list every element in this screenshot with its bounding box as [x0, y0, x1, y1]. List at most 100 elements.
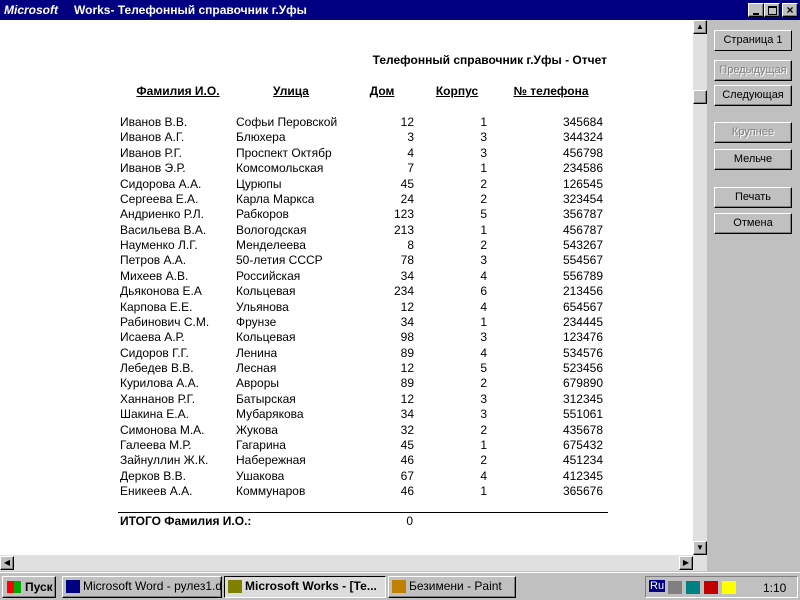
table-cell: Иванов А.Г.	[120, 130, 185, 145]
table-cell: 551061	[562, 407, 603, 422]
table-cell: 5	[480, 207, 487, 222]
table-cell: 32	[400, 422, 414, 437]
table-cell: 654567	[562, 299, 603, 314]
table-cell: 6	[480, 284, 487, 299]
button[interactable]: Следующая	[714, 85, 792, 106]
table-cell: 234586	[562, 161, 603, 176]
scroll-right[interactable]: ▶	[679, 556, 693, 570]
table-cell: Кольцевая	[236, 330, 296, 345]
table-cell: 234	[393, 284, 414, 299]
start-button[interactable]: Пуск	[2, 576, 56, 598]
window-title: Works- Телефонный справочник г.Уфы	[74, 3, 307, 17]
table-cell: 3	[407, 130, 414, 145]
title-bar: Microsoft Works- Телефонный справочник г…	[0, 0, 800, 20]
table-cell: 1	[480, 115, 487, 129]
table-cell: 451234	[562, 453, 603, 468]
vertical-scrollbar[interactable]: ▲ ▼	[693, 20, 707, 555]
table-cell: Иванов Р.Г.	[120, 145, 182, 160]
column-header: Корпус	[435, 84, 479, 98]
table-cell: Иванов В.В.	[120, 115, 188, 129]
horizontal-scrollbar[interactable]: ◀ ▶	[0, 555, 707, 571]
taskbar-task[interactable]: Безимени - Paint	[388, 576, 516, 598]
table-cell: 3	[480, 330, 487, 345]
tray-icon[interactable]	[668, 581, 682, 594]
tray-icon[interactable]	[722, 581, 736, 594]
column-header: Дом	[369, 84, 395, 98]
table-cell: Ульянова	[236, 299, 289, 314]
table-cell: 675432	[562, 437, 603, 452]
table-cell: Сергеева Е.А.	[120, 191, 199, 206]
table-cell: Еникеев А.А.	[120, 484, 193, 498]
minimize-button[interactable]	[748, 3, 764, 17]
taskbar-task[interactable]: Microsoft Works - [Те...	[224, 576, 386, 598]
close-button[interactable]: ×	[782, 3, 798, 17]
table-cell: 4	[407, 145, 414, 160]
table-cell: 3	[480, 407, 487, 422]
table-cell: Васильева В.А.	[120, 222, 207, 237]
table-cell: 1	[480, 222, 487, 237]
table-cell: Менделеева	[236, 238, 306, 252]
table-cell: 2	[480, 453, 487, 468]
table-cell: Дерков В.В.	[120, 468, 186, 483]
table-cell: 3	[480, 130, 487, 145]
table-cell: 126545	[562, 176, 603, 191]
table-cell: 679890	[562, 376, 603, 391]
language-indicator[interactable]: Ru	[649, 580, 666, 592]
table-cell: 2	[480, 176, 487, 191]
button: Крупнее	[714, 122, 792, 143]
scroll-left[interactable]: ◀	[0, 556, 14, 570]
table-cell: 3	[480, 253, 487, 268]
restore-button[interactable]	[764, 3, 780, 17]
table-cell: 12	[400, 299, 414, 314]
button[interactable]: Мельче	[714, 149, 792, 170]
table-cell: Науменко Л.Г.	[120, 238, 198, 252]
windows-logo	[7, 581, 21, 593]
scroll-down[interactable]: ▼	[693, 541, 707, 555]
report-title: Телефонный справочник г.Уфы - Отчет	[372, 53, 607, 67]
task-icon	[66, 580, 80, 593]
table-cell: Проспект Октябр	[236, 145, 332, 160]
scroll-thumb[interactable]	[693, 90, 707, 104]
table-cell: 4	[480, 268, 487, 283]
table-cell: 356787	[562, 207, 603, 222]
table-cell: 323454	[562, 191, 603, 206]
table-cell: Рабинович С.М.	[120, 314, 210, 329]
table-cell: 46	[400, 484, 414, 498]
table-cell: Лебедев В.В.	[120, 361, 194, 375]
table-cell: 3	[480, 391, 487, 406]
task-label: Microsoft Works - [Те...	[245, 579, 377, 593]
column-header: Фамилия И.О.	[136, 84, 220, 98]
table-cell: 523456	[562, 361, 603, 375]
table-cell: Вологодская	[236, 222, 307, 237]
table-cell: Авроры	[236, 376, 280, 391]
table-cell: Ушакова	[236, 468, 285, 483]
button[interactable]: Отмена	[714, 213, 792, 234]
button[interactable]: Печать	[714, 187, 792, 208]
tray-icon[interactable]	[686, 581, 700, 594]
tray-icon[interactable]	[704, 581, 718, 594]
table-cell: 554567	[562, 253, 603, 268]
table-cell: Батырская	[236, 391, 296, 406]
table-cell: Ханнанов Р.Г.	[120, 391, 196, 406]
table-cell: 50-летия СССР	[236, 253, 323, 268]
task-label: Microsoft Word - рулез1.d...	[83, 579, 222, 593]
table-cell: 234445	[562, 314, 603, 329]
app-logo: Microsoft	[4, 3, 58, 17]
table-cell: Галеева М.Р.	[120, 437, 192, 452]
table-cell: Российская	[236, 268, 301, 283]
table-cell: Андриенко Р.Л.	[120, 207, 204, 222]
table-cell: 365676	[562, 484, 603, 498]
table-cell: 45	[400, 437, 414, 452]
scroll-up[interactable]: ▲	[693, 20, 707, 34]
table-cell: Симонова М.А.	[120, 422, 205, 437]
table-cell: Зайнуллин Ж.К.	[120, 453, 209, 468]
table-cell: 1	[480, 484, 487, 498]
table-cell: 312345	[562, 391, 603, 406]
table-cell: Петров А.А.	[120, 253, 187, 268]
taskbar-task[interactable]: Microsoft Word - рулез1.d...	[62, 576, 222, 598]
table-cell: 123476	[562, 330, 603, 345]
preview-page: Телефонный справочник г.Уфы - Отчет ИТОГ…	[0, 20, 693, 555]
table-cell: 345684	[562, 115, 603, 129]
table-cell: 412345	[562, 468, 603, 483]
